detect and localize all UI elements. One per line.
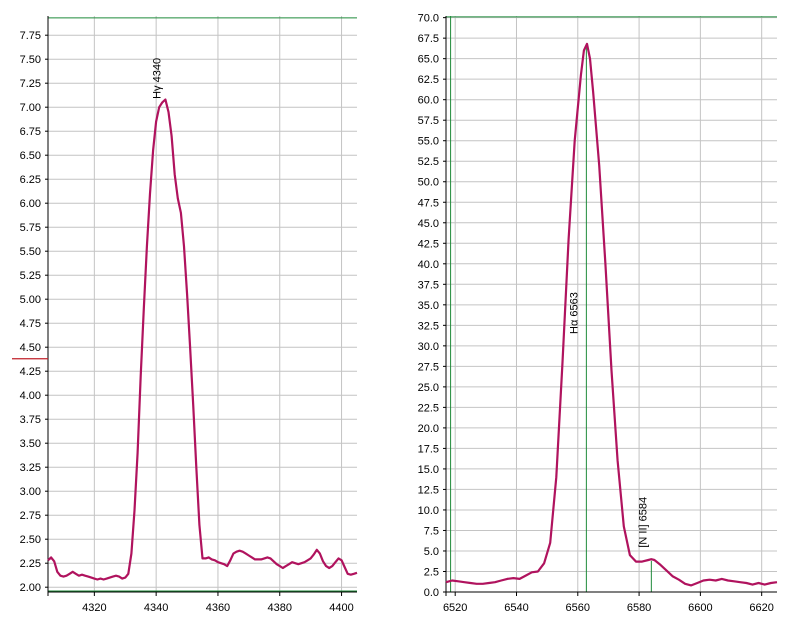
x-tick-label: 6580 (627, 602, 651, 614)
y-tick-label: 2.25 (20, 558, 41, 570)
y-tick-label: 47.5 (418, 197, 439, 209)
y-tick-label: 3.00 (20, 486, 41, 498)
y-tick-label: 37.5 (418, 279, 439, 291)
y-tick-label: 4.00 (20, 390, 41, 402)
y-tick-label: 2.00 (20, 582, 41, 594)
y-tick-label: 7.75 (20, 30, 41, 42)
y-tick-label: 32.5 (418, 320, 439, 332)
y-tick-label: 5.50 (20, 246, 41, 258)
y-tick-label: 7.5 (424, 525, 439, 537)
y-tick-label: 57.5 (418, 115, 439, 127)
y-tick-label: 35.0 (418, 300, 439, 312)
y-tick-label: 67.5 (418, 33, 439, 45)
y-tick-label: 3.25 (20, 462, 41, 474)
x-tick-label: 4320 (82, 602, 106, 614)
y-tick-label: 60.0 (418, 95, 439, 107)
y-tick-label: 70.0 (418, 13, 439, 25)
chart-panel-2: 0.0 2.5 5.0 7.5 10.0 12.5 15.0 17.5 20.0 22.5 25.0… (418, 13, 778, 614)
y-tick-label: 62.5 (418, 74, 439, 86)
y-tick-label: 17.5 (418, 443, 439, 455)
x-tick-label: 4380 (268, 602, 292, 614)
y-tick-label: 6.75 (20, 126, 41, 138)
y-tick-label: 7.50 (20, 54, 41, 66)
y-tick-label: 5.25 (20, 270, 41, 282)
y-tick-label: 55.0 (418, 136, 439, 148)
x-tick-label: 6540 (504, 602, 528, 614)
y-tick-label: 65.0 (418, 54, 439, 66)
y-tick-label: 2.50 (20, 534, 41, 546)
y-tick-label: 7.00 (20, 102, 41, 114)
y-tick-label: 22.5 (418, 402, 439, 414)
y-tick-label: 30.0 (418, 341, 439, 353)
y-tick-label: 2.75 (20, 510, 41, 522)
x-tick-label: 6560 (566, 602, 590, 614)
y-tick-label: 3.50 (20, 438, 41, 450)
y-tick-label: 25.0 (418, 382, 439, 394)
y-tick-label: 42.5 (418, 238, 439, 250)
y-tick-label: 3.75 (20, 414, 41, 426)
y-tick-label: 6.25 (20, 174, 41, 186)
x-tick-label: 6520 (443, 602, 467, 614)
x-tick-label: 6620 (749, 602, 773, 614)
spectrum-line (445, 42, 778, 587)
y-tick-label: 40.0 (418, 259, 439, 271)
y-tick-label: 10.0 (418, 505, 439, 517)
y-tick-label: 6.00 (20, 198, 41, 210)
y-tick-label: 45.0 (418, 218, 439, 230)
y-tick-label: 20.0 (418, 423, 439, 435)
y-tick-label: 15.0 (418, 464, 439, 476)
line-annotation: Hα 6563 (568, 292, 580, 334)
y-tick-label: 2.5 (424, 566, 439, 578)
x-tick-label: 4400 (329, 602, 353, 614)
y-tick-label: 12.5 (418, 484, 439, 496)
y-tick-label: 7.25 (20, 78, 41, 90)
line-annotation: [N II] 6584 (637, 497, 649, 548)
y-tick-label: 4.50 (20, 342, 41, 354)
y-tick-label: 5.75 (20, 222, 41, 234)
y-tick-label: 5.0 (424, 546, 439, 558)
y-tick-label: 4.25 (20, 366, 41, 378)
line-annotation: Hγ 4340 (151, 58, 163, 99)
y-tick-label: 4.75 (20, 318, 41, 330)
y-tick-label: 5.00 (20, 294, 41, 306)
y-tick-label: 6.50 (20, 150, 41, 162)
x-tick-label: 4340 (144, 602, 168, 614)
y-tick-label: 27.5 (418, 361, 439, 373)
x-tick-label: 6600 (688, 602, 712, 614)
spectrum-line (47, 98, 358, 581)
y-tick-label: 50.0 (418, 177, 439, 189)
x-tick-label: 4360 (206, 602, 230, 614)
chart-panel-1: 2.00 2.25 2.50 2.75 3.00 3.25 3.50 3.75 4.00 4.25… (12, 16, 358, 614)
y-tick-label: 52.5 (418, 156, 439, 168)
y-tick-label: 0.0 (424, 587, 439, 599)
